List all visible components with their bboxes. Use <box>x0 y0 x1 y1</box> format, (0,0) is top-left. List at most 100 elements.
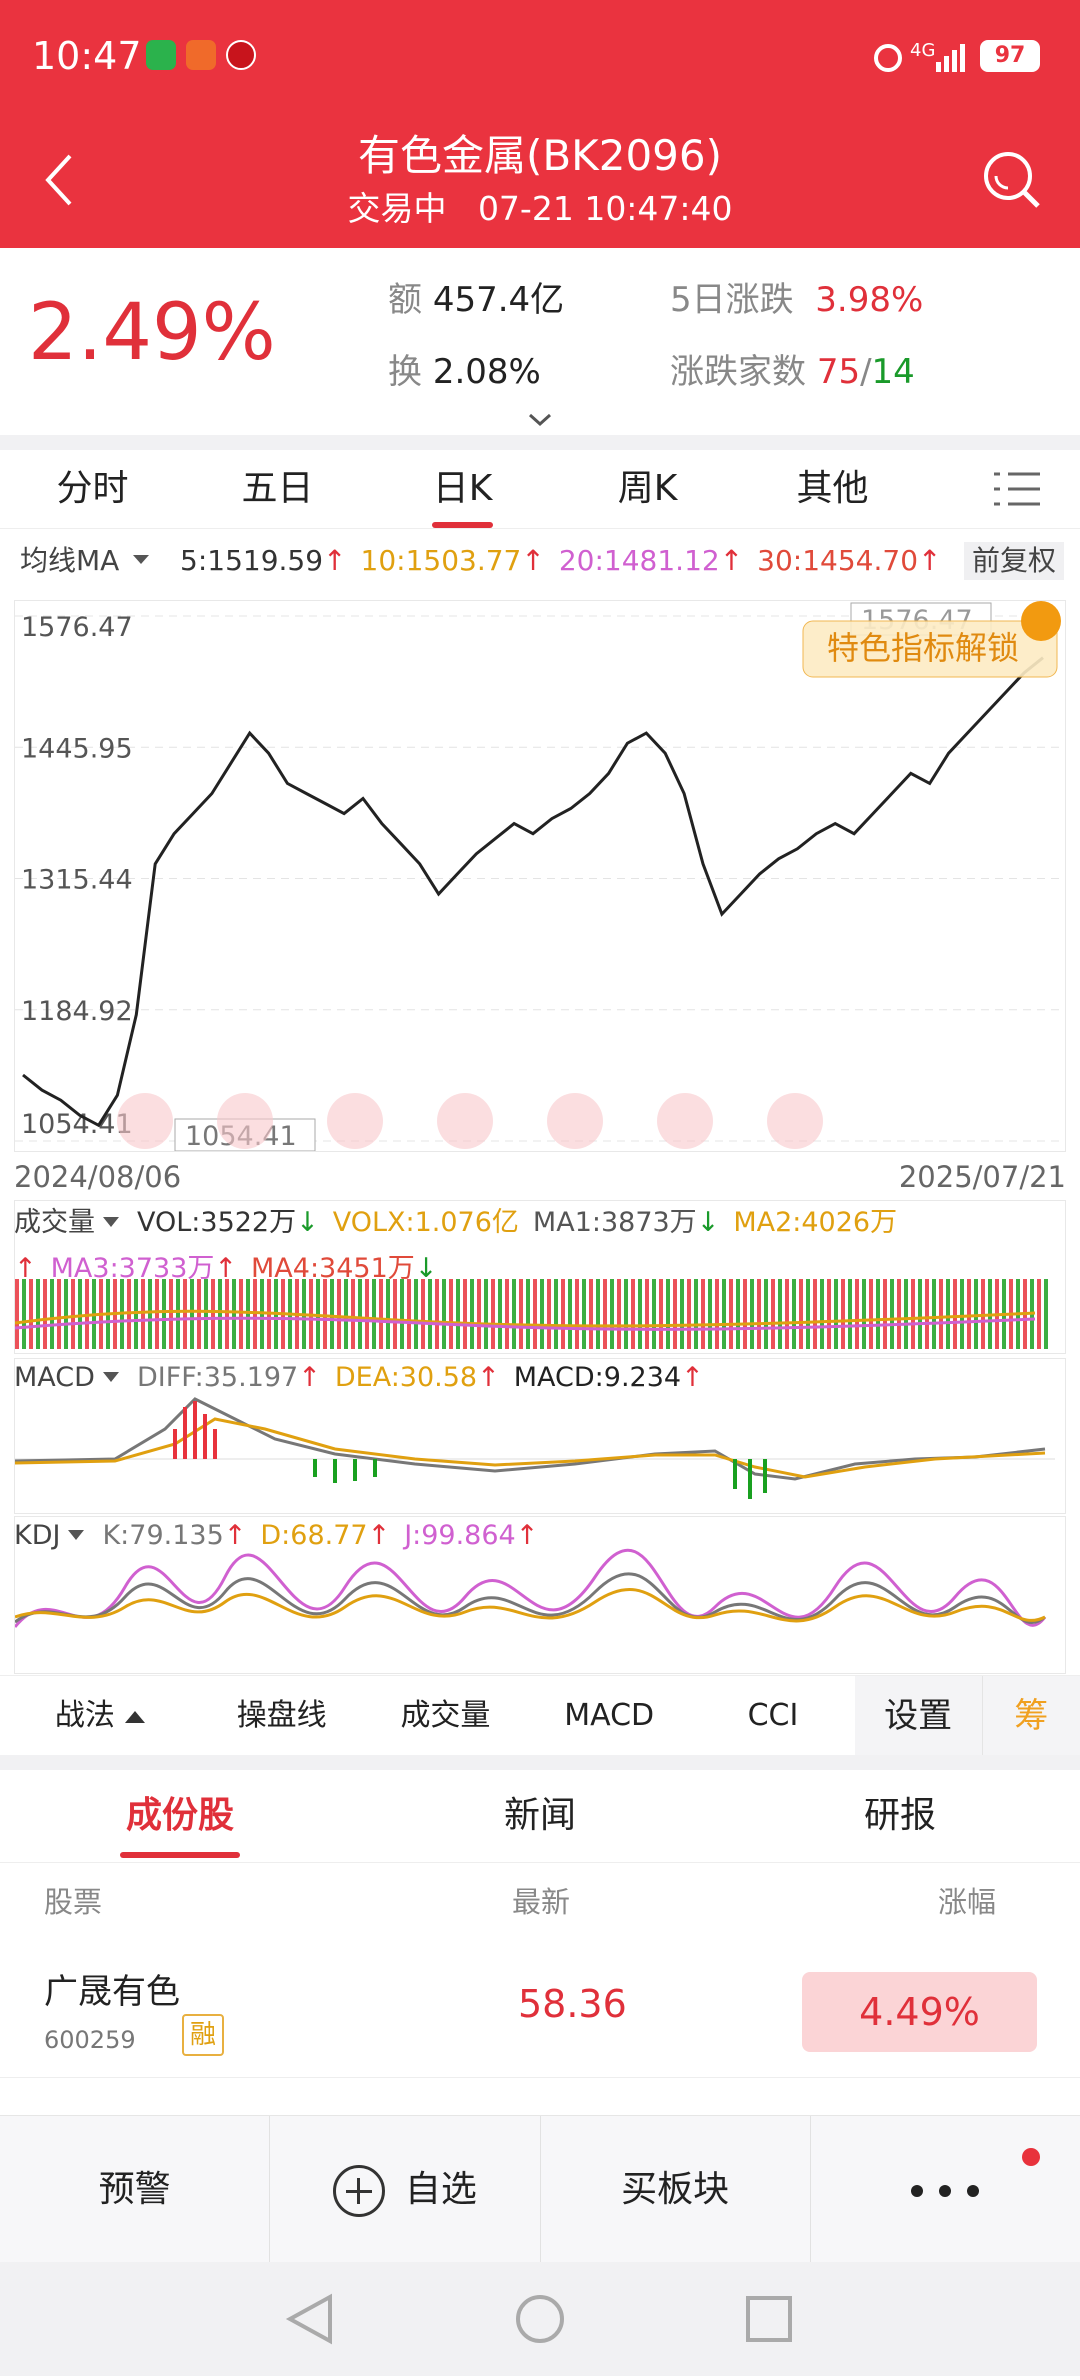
arrow-up <box>124 1710 145 1723</box>
value: D:68.77 <box>260 1520 368 1551</box>
dropdown <box>102 1371 119 1382</box>
search-button[interactable] <box>980 148 1044 212</box>
volume-ma <box>15 1309 1036 1331</box>
separator <box>0 1755 1080 1770</box>
tab[interactable]: 周K <box>617 468 678 509</box>
arrow: ↑ <box>298 1362 321 1393</box>
breadth: 涨跌家数 75/14 <box>670 344 915 393</box>
tab[interactable]: 成份股 <box>0 1770 360 1862</box>
close-line <box>22 656 1044 1128</box>
wechat-icon <box>146 40 176 70</box>
toolbar-item[interactable]: MACD <box>527 1676 691 1756</box>
more-button[interactable] <box>811 2116 1080 2263</box>
summary: 2.49% 额 457.4亿 换 2.08% 5日涨跌 3.98% 涨跌家数 7… <box>0 248 1080 435</box>
volume-bars <box>15 1279 1049 1349</box>
panel-label[interactable]: KDJ <box>14 1520 61 1551</box>
period-tabs: 分时 五日 日K 周K 其他 <box>0 450 1080 529</box>
arrow: ↓ <box>696 1207 720 1238</box>
macd-panel <box>14 1358 1066 1514</box>
label: 5日涨跌 <box>670 280 794 320</box>
change-percent: 2.49% <box>28 288 276 378</box>
badge: 融 <box>182 2014 224 2056</box>
menu-button[interactable] <box>990 466 1046 512</box>
nav-buttons[interactable] <box>0 2262 1080 2376</box>
toolbar-item[interactable]: 成交量 <box>364 1676 528 1756</box>
value: MA2:4026万 <box>733 1207 898 1238</box>
column-header: 涨幅 <box>937 1885 996 1919</box>
tab[interactable]: 五日 <box>241 468 314 509</box>
value: 2.08% <box>432 352 541 392</box>
stock-code: 600259 <box>44 2026 136 2054</box>
zoom-button <box>657 1093 713 1149</box>
kline-panel: 1576.471445.951315.441184.921054.411576.… <box>14 600 1066 1152</box>
ma-values: 5:1519.59↑ 10:1503.77↑ 20:1481.12↑ 30:1454.… <box>180 538 956 584</box>
five-day: 5日涨跌 3.98% <box>670 272 923 321</box>
badge-dot <box>1022 2148 1040 2166</box>
value: K:79.135 <box>102 1520 224 1551</box>
tab[interactable]: 分时 <box>56 468 129 509</box>
title: 有色金属(BK2096) <box>357 131 722 180</box>
app-icon <box>186 40 216 70</box>
macd-header: MACD DIFF:35.197↑ DEA:30.58↑ MACD:9.234↑ <box>14 1358 718 1398</box>
zoom-button <box>547 1093 603 1149</box>
expand[interactable] <box>526 412 554 428</box>
ma-label[interactable]: 均线MA <box>20 544 120 577</box>
bottom-button[interactable]: 买板块 <box>541 2116 811 2263</box>
down: 14 <box>871 352 915 392</box>
tab[interactable]: 其他 <box>796 468 869 509</box>
content-tabs: 成份股 新闻 研报 <box>0 1770 1080 1863</box>
back-button[interactable] <box>40 150 80 210</box>
amount: 额 457.4亿 <box>388 272 564 321</box>
label: 预警 <box>98 2169 171 2210</box>
turnover: 换 2.08% <box>388 344 541 393</box>
subtitle: 交易中 07-21 10:47:40 <box>0 182 1080 230</box>
value: MA3:3733万 <box>50 1253 215 1284</box>
label: 换 <box>388 352 422 392</box>
bottom-button[interactable]: 自选 <box>270 2116 541 2263</box>
datetime: 07-21 10:47:40 <box>477 189 733 228</box>
value: 457.4亿 <box>432 280 565 320</box>
column-header: 股票 <box>44 1885 103 1919</box>
value: DIFF:35.197 <box>136 1362 299 1393</box>
settings[interactable]: 设置 <box>854 1676 982 1756</box>
dot <box>967 2185 980 2197</box>
dropdown <box>68 1529 85 1540</box>
value: VOLX:1.076亿 <box>332 1207 519 1238</box>
network: 4G <box>910 40 936 61</box>
dot <box>911 2185 924 2197</box>
toolbar-item[interactable]: CCI <box>691 1676 855 1756</box>
volume-header: 成交量 VOL:3522万↓ VOLX:1.076亿 MA1:3873万↓ MA2:40… <box>14 1200 1064 1292</box>
label: 自选 <box>404 2169 477 2210</box>
tab[interactable]: 日K <box>370 450 555 528</box>
column-header: 最新 <box>512 1885 571 1919</box>
toolbar-item[interactable]: 操盘线 <box>200 1676 364 1756</box>
value: 20:1481.12 <box>558 544 720 577</box>
bottom-button[interactable]: 预警 <box>0 2116 271 2263</box>
arrow: ↑ <box>214 1253 238 1284</box>
nav-bar <box>0 2262 1080 2376</box>
panel-label[interactable]: 成交量 <box>14 1207 95 1238</box>
label: 战法 <box>54 1698 115 1733</box>
change: 4.49% <box>802 1972 1037 2052</box>
tab[interactable]: 研报 <box>863 1795 936 1836</box>
arrow: ↑ <box>367 1520 391 1551</box>
adjust[interactable]: 前复权 <box>963 542 1064 580</box>
panel-label[interactable]: MACD <box>14 1362 95 1393</box>
arrow: ↑ <box>223 1520 247 1551</box>
stock-row[interactable]: 广晟有色 600259 融 58.36 4.49% <box>0 1942 1080 2078</box>
arrow: ↑ <box>681 1362 704 1393</box>
x-end: 2025/07/21 <box>898 1160 1066 1194</box>
arrow: ↑ <box>14 1253 37 1284</box>
battery: 97 <box>980 40 1040 72</box>
sep: / <box>860 352 872 392</box>
x-start: 2024/08/06 <box>14 1160 182 1194</box>
tab[interactable]: 新闻 <box>503 1795 576 1836</box>
label: 额 <box>388 280 422 320</box>
arrow: ↑ <box>323 544 347 577</box>
chips[interactable]: 筹 <box>981 1676 1080 1756</box>
value: VOL:3522万 <box>137 1207 297 1238</box>
toolbar-item[interactable]: 战法 <box>0 1676 200 1756</box>
arrow: ↑ <box>477 1362 500 1393</box>
table-rows: 广晟有色 600259 融 58.36 4.49% <box>0 1942 1080 2078</box>
